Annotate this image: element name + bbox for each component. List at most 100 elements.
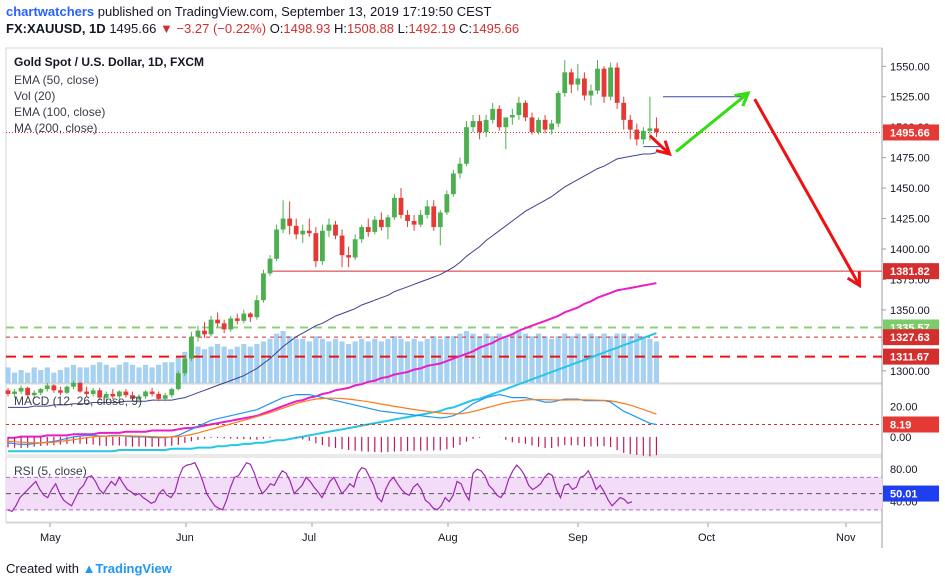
volume-bar [129, 364, 136, 383]
volume-bar [51, 372, 57, 383]
candle [175, 370, 181, 391]
volume-bar [287, 336, 293, 383]
candle-body [208, 319, 214, 335]
volume-bar [332, 338, 339, 383]
candle-body [542, 119, 548, 130]
volume-bar [267, 338, 273, 383]
legend-ema100[interactable]: EMA (100, close) [14, 105, 106, 119]
candle [654, 117, 659, 137]
candle [542, 115, 548, 134]
author-username[interactable]: chartwatchers [6, 4, 95, 19]
volume-bar [509, 333, 515, 383]
candle [614, 62, 620, 109]
candle-body [5, 390, 11, 394]
volume-bar [555, 336, 561, 383]
candle-body [136, 396, 142, 399]
candle [169, 387, 175, 398]
candle [372, 216, 378, 235]
volume-bar [568, 336, 574, 383]
candle-body [123, 391, 129, 396]
candle [90, 387, 96, 397]
candle-body [71, 383, 76, 387]
volume-bar [64, 367, 70, 383]
low-label: L: [397, 21, 409, 36]
level-price-tag-bg [883, 329, 939, 346]
candle-body [503, 117, 509, 128]
candle [451, 169, 456, 197]
candle [549, 119, 555, 135]
volume-bar [254, 344, 260, 383]
candle [405, 210, 410, 228]
candle [509, 108, 515, 125]
close-label: C: [459, 21, 473, 36]
candle [156, 391, 162, 402]
volume-bar [562, 333, 568, 383]
price-tick-label: 1525.00 [890, 92, 930, 104]
candle-body [38, 389, 44, 393]
candle-body [372, 219, 378, 232]
candle-body [595, 68, 600, 91]
candle [437, 210, 443, 246]
rsi-value-tag: 50.01 [890, 489, 918, 501]
candle [97, 387, 103, 401]
candle-body [647, 128, 653, 131]
candle [359, 224, 365, 243]
volume-bar [627, 336, 633, 383]
volume-bar [614, 333, 620, 383]
rsi-label[interactable]: RSI (5, close) [14, 464, 87, 478]
candle [634, 123, 640, 146]
volume-bar [634, 333, 640, 383]
candle [365, 218, 371, 237]
tradingview-brand[interactable]: TradingView [95, 561, 172, 576]
macd-tick-label: 0.00 [890, 432, 911, 444]
candle-body [261, 273, 266, 301]
red-arrow-shaft [648, 134, 671, 156]
published-text: published on TradingView.com, September … [97, 4, 492, 19]
candle-body [130, 395, 135, 399]
candle-body [451, 173, 456, 195]
volume-bar [221, 346, 227, 383]
candle-body [77, 383, 83, 392]
candle-body [516, 102, 522, 115]
candle-body [411, 220, 417, 225]
volume-bar [391, 336, 398, 383]
volume-bar [477, 336, 483, 383]
level-price-tag-bg [883, 348, 939, 365]
volume-bar [359, 338, 365, 383]
candle [306, 218, 312, 237]
candle [38, 387, 44, 396]
time-tick-label: Oct [698, 532, 715, 544]
macd-label[interactable]: MACD (12, 26, close, 9) [14, 394, 143, 408]
tradingview-logo-icon[interactable]: ▲ [82, 561, 96, 576]
last-price-tag-bg [883, 124, 939, 141]
legend-volume[interactable]: Vol (20) [14, 89, 56, 103]
legend-ma200[interactable]: MA (200, close) [14, 121, 98, 135]
candle [77, 381, 83, 393]
volume-bar [503, 336, 509, 383]
volume-bar [352, 341, 358, 383]
candle-body [103, 393, 109, 398]
footer: Created with ▲TradingView [6, 561, 172, 576]
symbol-quote-line: FX:XAUUSD, 1D 1495.66 ▼ −3.27 (−0.22%) O… [6, 21, 519, 36]
legend-ema50[interactable]: EMA (50, close) [14, 73, 99, 87]
candle-body [149, 391, 155, 394]
volume-bar [247, 346, 253, 383]
candle [431, 200, 437, 231]
volume-bar [228, 349, 234, 383]
open-label: O: [269, 21, 284, 36]
candle [162, 392, 168, 402]
candle [477, 115, 482, 140]
price-tick-label: 1475.00 [890, 153, 930, 165]
rsi-tick-label: 80.00 [890, 464, 918, 476]
macd-value-tag-bg [883, 416, 939, 433]
candle-body [562, 72, 568, 94]
candle [595, 60, 600, 95]
ma-line-0 [8, 152, 657, 408]
time-tick-label: Nov [836, 532, 856, 544]
candle [130, 391, 135, 402]
level-price-tag: 1381.82 [890, 266, 930, 278]
candle-body [568, 72, 574, 85]
price-tick-label: 1425.00 [890, 214, 930, 226]
candle-body [175, 373, 181, 390]
